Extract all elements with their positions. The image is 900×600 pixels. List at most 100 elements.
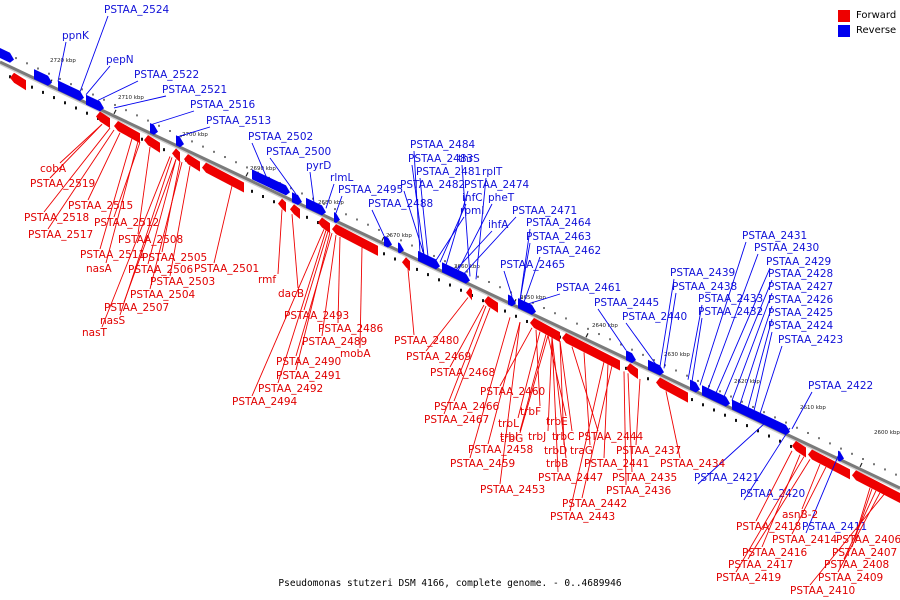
reverse-gene-block xyxy=(252,169,290,196)
legend-forward: Forward xyxy=(838,8,896,23)
minor-feature-top xyxy=(466,270,468,273)
minor-feature-bottom xyxy=(42,90,44,94)
reverse-gene-block xyxy=(306,197,326,216)
forward-leader-line xyxy=(443,305,487,415)
reverse-gene-block xyxy=(442,262,470,284)
reverse-gene-label: PSTAA_2420 xyxy=(740,488,805,500)
minor-feature-bottom xyxy=(625,366,627,370)
genome-caption: Pseudomonas stutzeri DSM 4166, complete … xyxy=(278,578,622,589)
minor-feature-top xyxy=(444,260,446,263)
forward-leader-line xyxy=(295,232,331,371)
kbp-tick xyxy=(245,172,249,177)
minor-feature-bottom xyxy=(317,221,319,225)
reverse-gene-label: PSTAA_2524 xyxy=(104,4,170,16)
minor-feature-bottom xyxy=(306,215,308,219)
forward-gene-label: asnB-2 xyxy=(782,509,818,521)
reverse-gene-label: PSTAA_2484 xyxy=(410,139,476,151)
reverse-leader-line xyxy=(475,177,487,280)
forward-swatch xyxy=(838,9,850,22)
minor-feature-bottom xyxy=(394,257,396,261)
reverse-gene-label: PSTAA_2425 xyxy=(768,307,833,319)
forward-leader-line xyxy=(603,363,609,459)
reverse-gene-block xyxy=(626,350,636,364)
minor-feature-bottom xyxy=(482,299,484,303)
forward-gene-label: PSTAA_2466 xyxy=(434,401,500,413)
forward-gene-label: PSTAA_2435 xyxy=(612,472,677,484)
reverse-leader-line xyxy=(523,256,541,303)
reverse-gene-block xyxy=(648,359,664,376)
forward-leader-line xyxy=(791,466,827,535)
reverse-gene-label: PSTAA_2433 xyxy=(698,293,763,305)
reverse-gene-label: ppnK xyxy=(62,30,90,42)
reverse-gene-label: pheT xyxy=(488,192,515,204)
forward-gene-label: PSTAA_2444 xyxy=(578,431,644,443)
minor-feature-bottom xyxy=(757,429,759,433)
minor-feature-top xyxy=(202,145,204,148)
forward-leader-line xyxy=(851,488,873,548)
forward-leader-line xyxy=(303,231,329,311)
reverse-leader-line xyxy=(79,15,109,93)
forward-leader-line xyxy=(569,361,605,512)
reverse-leader-line xyxy=(457,203,493,271)
forward-leader-line xyxy=(571,346,599,432)
forward-leader-line xyxy=(747,459,811,560)
reverse-leader-line xyxy=(371,209,385,236)
reverse-leader-line xyxy=(113,95,167,109)
forward-gene-label: PSTAA_2419 xyxy=(716,572,781,584)
minor-feature-bottom xyxy=(768,434,770,438)
forward-leader-line xyxy=(101,156,171,328)
reverse-leader-line xyxy=(715,267,771,394)
forward-gene-label: PSTAA_2407 xyxy=(832,547,897,559)
minor-feature-top xyxy=(752,405,754,408)
reverse-gene-label: pepN xyxy=(106,54,134,66)
forward-leader-line xyxy=(277,209,283,275)
minor-feature-bottom xyxy=(702,403,704,407)
minor-feature-bottom xyxy=(504,309,506,313)
forward-leader-line xyxy=(551,337,559,473)
forward-leader-line xyxy=(321,234,337,337)
forward-gene-block xyxy=(562,333,620,371)
forward-gene-label: PSTAA_2519 xyxy=(30,178,95,190)
minor-feature-top xyxy=(246,166,248,169)
forward-gene-label: dacB xyxy=(278,288,304,300)
reverse-leader-line xyxy=(419,177,429,257)
kbp-tick-label: 2630 kbp xyxy=(664,352,690,358)
reverse-gene-block xyxy=(176,135,184,148)
minor-feature-bottom xyxy=(75,106,77,110)
reverse-leader-line xyxy=(597,308,627,351)
forward-leader-line xyxy=(623,371,627,486)
forward-gene-label: PSTAA_2406 xyxy=(836,534,900,546)
reverse-gene-label: rpmI xyxy=(460,205,484,217)
minor-feature-top xyxy=(565,317,567,320)
reverse-leader-line xyxy=(691,317,703,382)
reverse-gene-label: PSTAA_2502 xyxy=(248,131,313,143)
minor-feature-top xyxy=(840,447,842,450)
minor-feature-top xyxy=(576,322,578,325)
forward-gene-label: PSTAA_2512 xyxy=(94,217,159,229)
forward-gene-label: PSTAA_2511 xyxy=(80,249,145,261)
minor-feature-bottom xyxy=(647,377,649,381)
forward-leader-line xyxy=(87,132,121,201)
forward-gene-label: PSTAA_2508 xyxy=(118,234,183,246)
forward-leader-line xyxy=(809,494,885,586)
reverse-leader-line xyxy=(519,242,531,301)
minor-feature-top xyxy=(158,124,160,127)
minor-feature-top xyxy=(873,463,875,466)
minor-feature-top xyxy=(664,364,666,367)
forward-gene-label: PSTAA_2517 xyxy=(28,229,93,241)
minor-feature-bottom xyxy=(691,398,693,402)
minor-feature-bottom xyxy=(427,273,429,277)
reverse-gene-label: PSTAA_2431 xyxy=(742,230,807,242)
minor-feature-top xyxy=(488,280,490,283)
minor-feature-top xyxy=(367,223,369,226)
forward-gene-label: PSTAA_2459 xyxy=(450,458,515,470)
forward-gene-block xyxy=(278,198,286,213)
forward-gene-label: PSTAA_2489 xyxy=(302,336,367,348)
reverse-gene-block xyxy=(732,399,790,436)
forward-gene-label: PSTAA_2468 xyxy=(430,367,495,379)
minor-feature-top xyxy=(631,348,633,351)
reverse-gene-label: PSTAA_2483 xyxy=(408,153,473,165)
reverse-gene-block xyxy=(34,69,52,86)
reverse-gene-label: PSTAA_2516 xyxy=(190,99,256,111)
